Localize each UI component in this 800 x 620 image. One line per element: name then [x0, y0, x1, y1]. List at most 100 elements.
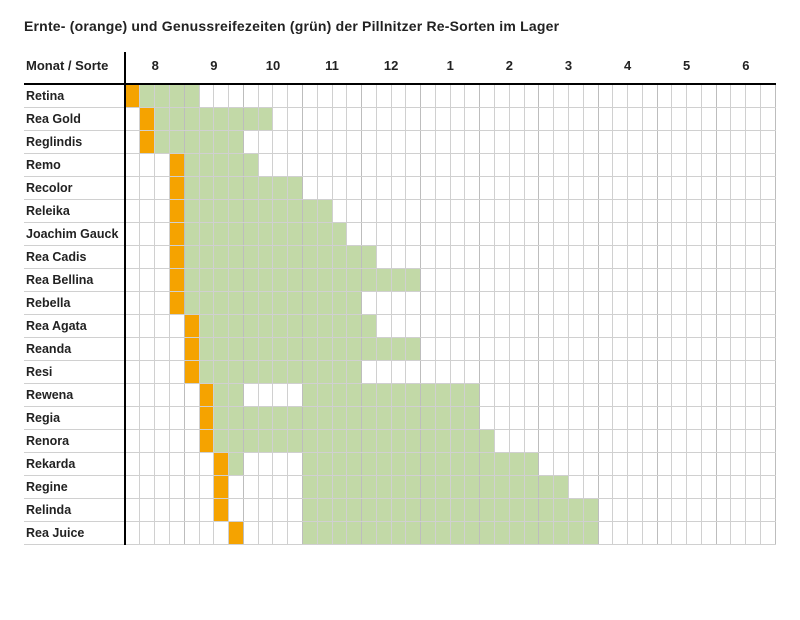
empty-cell [642, 383, 657, 406]
empty-cell [539, 337, 554, 360]
empty-cell [421, 360, 436, 383]
ripe-cell [184, 130, 199, 153]
empty-cell [155, 521, 170, 544]
ripe-cell [243, 429, 258, 452]
empty-cell [628, 153, 643, 176]
empty-cell [554, 383, 569, 406]
empty-cell [672, 452, 687, 475]
ripe-cell [421, 383, 436, 406]
empty-cell [672, 268, 687, 291]
ripe-cell [435, 521, 450, 544]
empty-cell [598, 383, 613, 406]
empty-cell [347, 176, 362, 199]
ripe-cell [495, 498, 510, 521]
ripe-cell [376, 452, 391, 475]
empty-cell [731, 153, 746, 176]
empty-cell [376, 84, 391, 107]
empty-cell [140, 429, 155, 452]
ripe-cell [243, 337, 258, 360]
ripe-cell [480, 452, 495, 475]
harvest-cell [170, 153, 185, 176]
empty-cell [539, 314, 554, 337]
empty-cell [642, 199, 657, 222]
ripe-cell [199, 222, 214, 245]
empty-cell [170, 521, 185, 544]
empty-cell [568, 130, 583, 153]
ripe-cell [406, 475, 421, 498]
ripe-cell [229, 452, 244, 475]
ripe-cell [583, 521, 598, 544]
empty-cell [628, 337, 643, 360]
empty-cell [243, 84, 258, 107]
empty-cell [761, 153, 776, 176]
ripe-cell [258, 199, 273, 222]
empty-cell [214, 521, 229, 544]
ripe-cell [317, 222, 332, 245]
empty-cell [155, 475, 170, 498]
empty-cell [155, 245, 170, 268]
empty-cell [184, 406, 199, 429]
harvest-cell [214, 452, 229, 475]
ripe-cell [362, 268, 377, 291]
ripe-cell [450, 406, 465, 429]
empty-cell [598, 153, 613, 176]
ripe-cell [495, 452, 510, 475]
harvest-cell [170, 199, 185, 222]
empty-cell [583, 475, 598, 498]
empty-cell [376, 153, 391, 176]
ripe-cell [435, 429, 450, 452]
empty-cell [731, 337, 746, 360]
empty-cell [524, 130, 539, 153]
ripe-cell [288, 337, 303, 360]
ripe-cell [229, 199, 244, 222]
ripe-cell [273, 291, 288, 314]
empty-cell [170, 475, 185, 498]
ripe-cell [376, 406, 391, 429]
empty-cell [583, 268, 598, 291]
empty-cell [642, 107, 657, 130]
empty-cell [140, 153, 155, 176]
empty-cell [465, 245, 480, 268]
empty-cell [568, 406, 583, 429]
empty-cell [125, 521, 140, 544]
ripe-cell [243, 245, 258, 268]
empty-cell [140, 176, 155, 199]
ripe-cell [199, 153, 214, 176]
empty-cell [642, 452, 657, 475]
ripe-cell [199, 314, 214, 337]
empty-cell [391, 107, 406, 130]
empty-cell [761, 475, 776, 498]
ripe-cell [332, 475, 347, 498]
empty-cell [243, 475, 258, 498]
ripe-cell [303, 521, 318, 544]
empty-cell [672, 521, 687, 544]
empty-cell [657, 337, 672, 360]
empty-cell [465, 268, 480, 291]
variety-label: Retina [24, 84, 125, 107]
empty-cell [495, 199, 510, 222]
empty-cell [480, 291, 495, 314]
empty-cell [598, 337, 613, 360]
ripe-cell [332, 337, 347, 360]
ripe-cell [184, 176, 199, 199]
empty-cell [524, 222, 539, 245]
empty-cell [435, 337, 450, 360]
variety-label: Rekarda [24, 452, 125, 475]
empty-cell [155, 498, 170, 521]
empty-cell [288, 452, 303, 475]
empty-cell [672, 199, 687, 222]
ripe-cell [362, 383, 377, 406]
ripe-cell [243, 268, 258, 291]
ripe-cell [376, 337, 391, 360]
empty-cell [716, 107, 731, 130]
empty-cell [509, 107, 524, 130]
ripe-cell [362, 452, 377, 475]
ripe-cell [214, 337, 229, 360]
empty-cell [125, 176, 140, 199]
empty-cell [495, 245, 510, 268]
empty-cell [303, 176, 318, 199]
empty-cell [642, 222, 657, 245]
empty-cell [539, 406, 554, 429]
empty-cell [657, 291, 672, 314]
empty-cell [125, 199, 140, 222]
